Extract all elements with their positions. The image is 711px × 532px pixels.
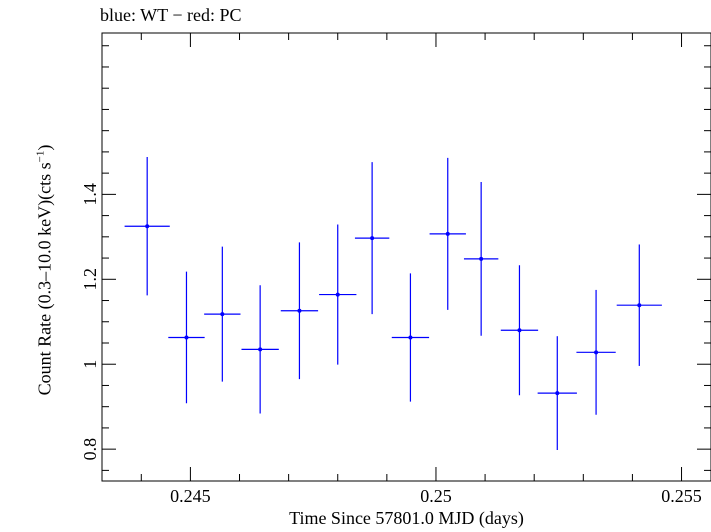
- data-point: [319, 224, 357, 365]
- y-tick-label: 1: [80, 360, 100, 369]
- data-point: [124, 156, 170, 296]
- point-marker: [445, 231, 450, 236]
- data-point: [280, 242, 319, 380]
- point-marker: [258, 347, 263, 352]
- x-tick-label: 0.245: [170, 486, 211, 506]
- y-axis-label: Count Rate (0.3–10.0 keV)(cts s−1): [34, 144, 55, 396]
- data-point: [576, 289, 616, 415]
- point-marker: [517, 328, 522, 333]
- data-point: [500, 265, 539, 396]
- x-tick-label: 0.25: [420, 486, 452, 506]
- y-tick-label: 1.2: [80, 268, 100, 291]
- chart-title: blue: WT − red: PC: [100, 5, 242, 25]
- axis-tick-labels: 0.245 0.25 0.255 0.8 1 1.2 1.4: [80, 183, 702, 506]
- point-marker: [184, 335, 189, 340]
- point-marker: [370, 236, 375, 241]
- data-point: [429, 157, 466, 310]
- point-marker: [479, 256, 484, 261]
- axis-ticks: [102, 33, 711, 481]
- data-point: [168, 271, 205, 404]
- data-series: [124, 156, 662, 451]
- data-point: [204, 246, 241, 382]
- point-marker: [297, 308, 302, 313]
- point-marker: [408, 335, 413, 340]
- point-marker: [335, 292, 340, 297]
- point-marker: [555, 391, 560, 396]
- plot-frame: [101, 32, 711, 482]
- y-tick-label: 0.8: [80, 438, 100, 461]
- data-point: [537, 336, 577, 451]
- point-marker: [220, 312, 225, 317]
- point-marker: [637, 303, 642, 308]
- data-point: [391, 273, 430, 402]
- point-marker: [594, 350, 599, 355]
- y-tick-label: 1.4: [80, 183, 100, 206]
- x-tick-label: 0.255: [661, 486, 702, 506]
- x-axis-label: Time Since 57801.0 MJD (days): [289, 508, 524, 528]
- data-point: [616, 244, 662, 366]
- point-marker: [145, 224, 150, 229]
- data-point: [241, 285, 279, 414]
- data-point: [463, 182, 499, 336]
- data-point: [354, 162, 390, 315]
